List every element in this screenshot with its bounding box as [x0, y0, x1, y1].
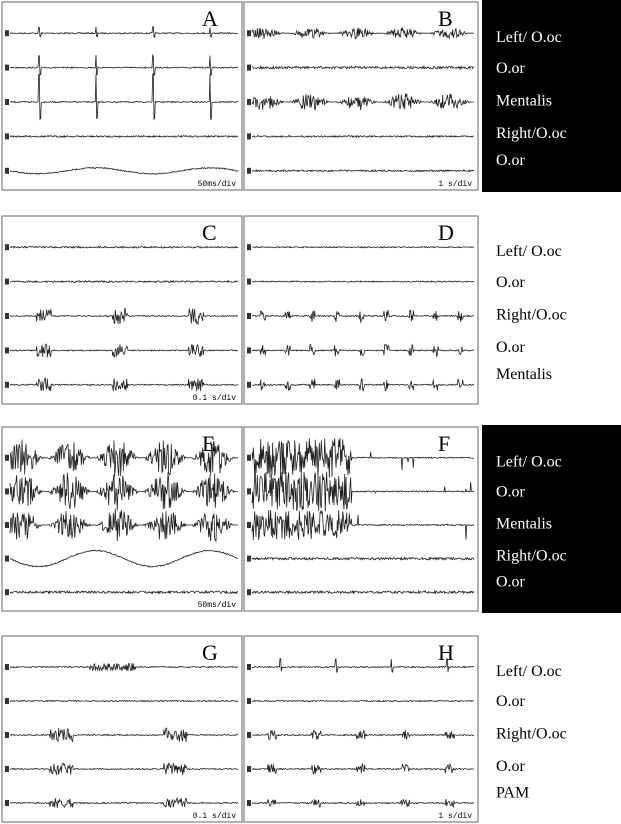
- panel-letter: E: [202, 431, 215, 456]
- panel-letter: H: [438, 640, 454, 665]
- channel-marker: [247, 664, 251, 670]
- channel-label: Mentalis: [496, 515, 552, 532]
- channel-marker: [5, 589, 9, 595]
- channel-marker: [247, 168, 251, 174]
- panel-letter: F: [438, 431, 450, 456]
- channel-marker: [247, 279, 251, 285]
- channel-marker: [247, 589, 251, 595]
- panel: G 0.1 s/div: [2, 636, 242, 822]
- channel-marker: [5, 556, 9, 562]
- channel-marker: [247, 455, 251, 461]
- channel-marker: [247, 313, 251, 319]
- panel-letter: G: [202, 640, 218, 665]
- channel-label: O.or: [496, 152, 526, 169]
- scale-label: 0.1 s/div: [193, 812, 236, 821]
- channel-marker: [247, 800, 251, 806]
- channel-marker: [247, 732, 251, 738]
- panel: E 50ms/div: [2, 427, 242, 611]
- panel-letter: B: [438, 6, 453, 31]
- channel-marker: [5, 30, 9, 36]
- channel-marker: [5, 698, 9, 704]
- channel-label: O.or: [496, 60, 526, 77]
- channel-marker: [247, 698, 251, 704]
- scale-label: 1 s/div: [438, 180, 472, 189]
- scale-label: 1 s/div: [438, 812, 472, 821]
- label-box: Left/ O.oc O.or Mentalis Right/O.oc O.or: [482, 425, 621, 613]
- channel-marker: [247, 522, 251, 528]
- channel-marker: [5, 244, 9, 250]
- channel-label: Right/O.oc: [496, 125, 567, 142]
- scale-label: 0.1 s/div: [193, 394, 236, 403]
- channel-label: Left/ O.oc: [496, 663, 562, 680]
- channel-marker: [5, 279, 9, 285]
- channel-label: Right/O.oc: [496, 307, 567, 324]
- channel-marker: [247, 556, 251, 562]
- channel-marker: [5, 65, 9, 71]
- panel-letter: D: [438, 220, 454, 245]
- channel-marker: [247, 488, 251, 494]
- channel-marker: [247, 99, 251, 105]
- channel-marker: [247, 347, 251, 353]
- scale-label: 50ms/div: [198, 601, 237, 610]
- channel-label: Left/ O.oc: [496, 243, 562, 260]
- channel-label: O.or: [496, 574, 526, 591]
- channel-marker: [5, 488, 9, 494]
- channel-marker: [247, 30, 251, 36]
- channel-label: O.or: [496, 758, 526, 775]
- channel-marker: [247, 766, 251, 772]
- panel-letter: C: [202, 220, 217, 245]
- channel-marker: [247, 382, 251, 388]
- figure: A 50ms/div B 1 s/div Left/ O.oc O.or Mentalis R…: [0, 0, 621, 824]
- channel-label: PAM: [496, 784, 529, 801]
- channel-label: Left/ O.oc: [496, 453, 562, 470]
- channel-label: O.or: [496, 274, 526, 291]
- panel: H 1 s/div: [244, 636, 478, 822]
- label-box: Left/ O.oc O.or Mentalis Right/O.oc O.or: [482, 0, 621, 192]
- channel-label: O.or: [496, 693, 526, 710]
- channel-marker: [5, 522, 9, 528]
- channel-label: Mentalis: [496, 366, 552, 383]
- panel: F: [244, 427, 478, 611]
- label-box: Left/ O.oc O.or Right/O.oc O.or PAM: [482, 642, 621, 816]
- channel-marker: [5, 99, 9, 105]
- channel-marker: [5, 347, 9, 353]
- channel-marker: [247, 244, 251, 250]
- channel-marker: [247, 65, 251, 71]
- channel-label: Left/ O.oc: [496, 29, 562, 46]
- channel-marker: [5, 766, 9, 772]
- channel-label: Right/O.oc: [496, 547, 567, 564]
- channel-label: O.or: [496, 483, 526, 500]
- channel-marker: [5, 382, 9, 388]
- channel-marker: [5, 133, 9, 139]
- channel-marker: [5, 800, 9, 806]
- channel-marker: [5, 455, 9, 461]
- label-box: Left/ O.oc O.or Right/O.oc O.or Mentalis: [482, 222, 621, 398]
- channel-marker: [5, 732, 9, 738]
- channel-marker: [5, 168, 9, 174]
- channel-label: Mentalis: [496, 93, 552, 110]
- panel: C 0.1 s/div: [2, 216, 242, 404]
- scale-label: 50ms/div: [198, 180, 237, 189]
- panel: D: [244, 216, 478, 404]
- panel: A 50ms/div: [2, 2, 242, 190]
- channel-label: O.or: [496, 339, 526, 356]
- page: A 50ms/div B 1 s/div Left/ O.oc O.or Mentalis R…: [0, 0, 621, 824]
- panel-letter: A: [202, 6, 218, 31]
- channel-marker: [247, 133, 251, 139]
- channel-label: Right/O.oc: [496, 726, 567, 743]
- channel-marker: [5, 313, 9, 319]
- panel: B 1 s/div: [244, 2, 478, 190]
- channel-marker: [5, 664, 9, 670]
